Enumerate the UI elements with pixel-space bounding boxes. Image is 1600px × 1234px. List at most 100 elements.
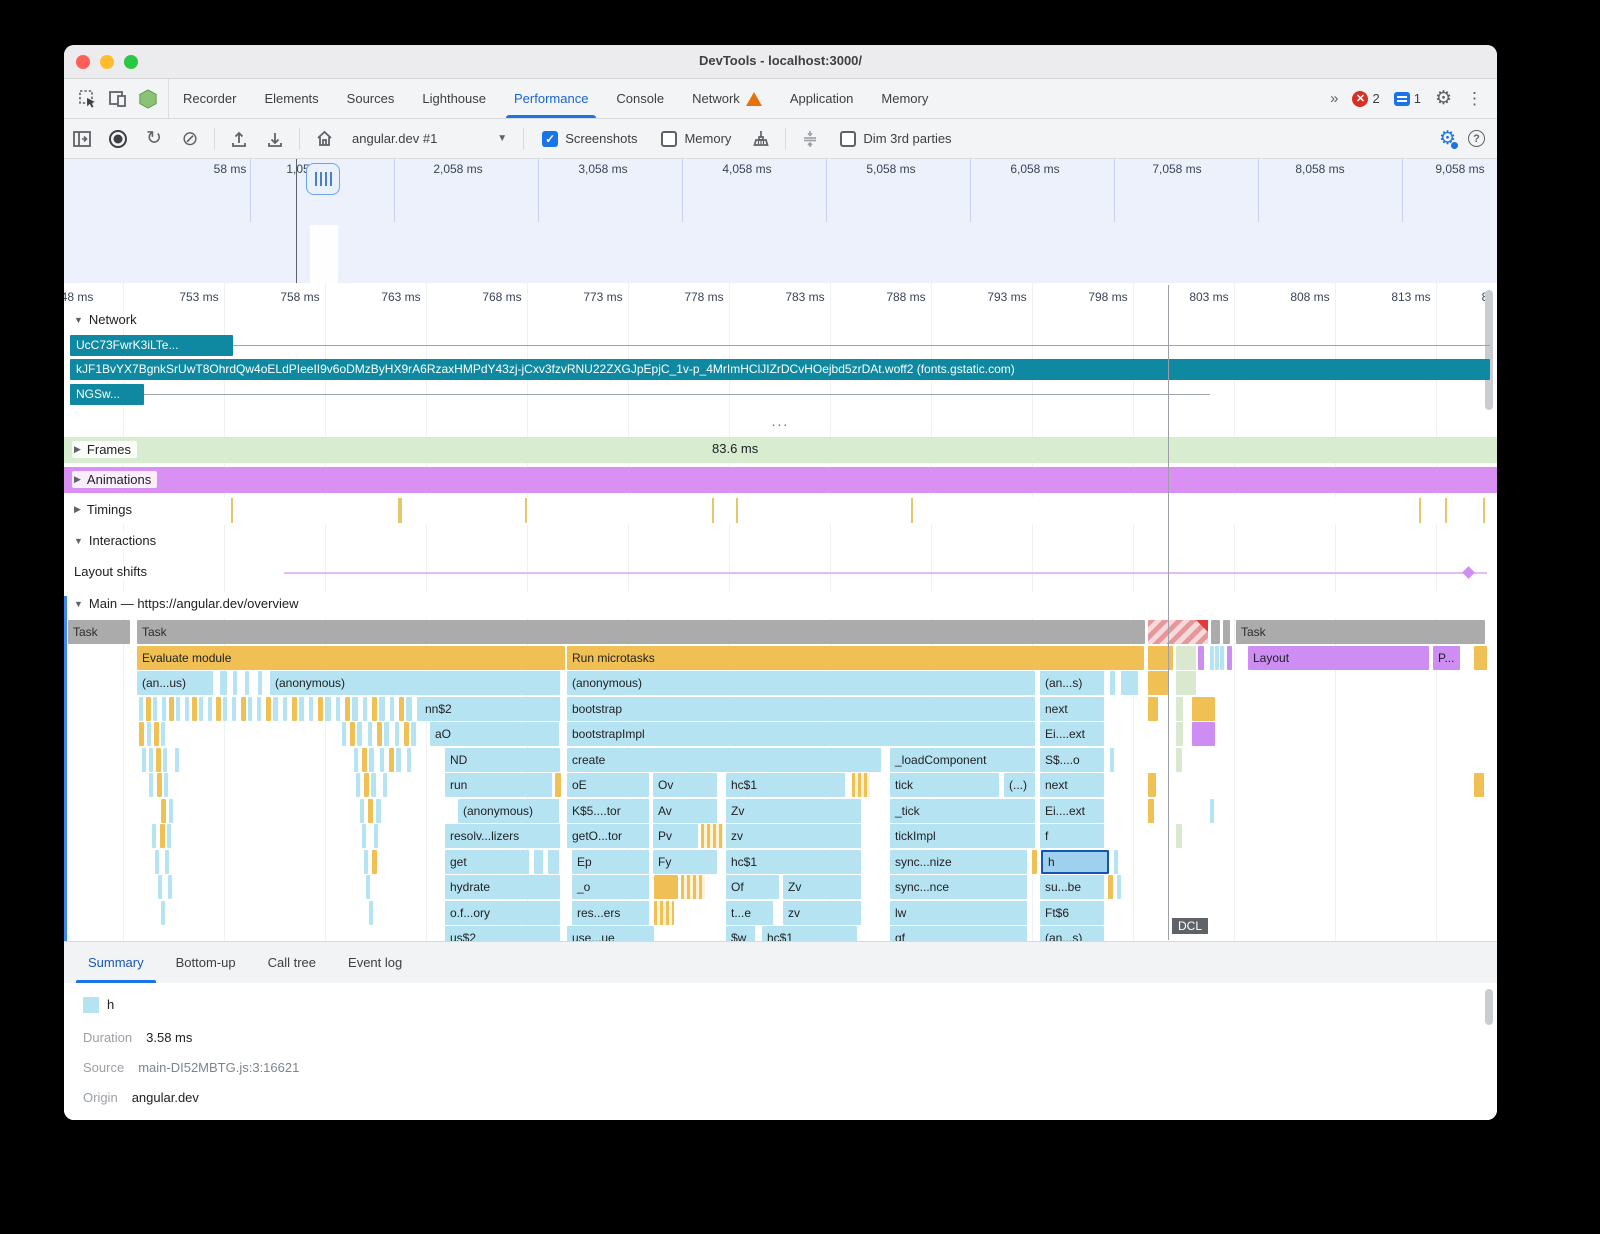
flame-sliver[interactable] — [372, 849, 377, 874]
flame-bar[interactable]: getO...tor — [567, 824, 650, 848]
flame-sliver[interactable] — [371, 773, 377, 797]
flame-sliver[interactable] — [342, 722, 347, 746]
network-request-bar[interactable]: NGSw... — [70, 384, 144, 405]
timing-mark[interactable] — [398, 498, 400, 523]
flame-sliver[interactable] — [168, 875, 173, 899]
close-button[interactable] — [76, 55, 90, 69]
flame-sliver[interactable] — [1110, 671, 1116, 695]
flame-sliver[interactable] — [199, 696, 204, 721]
flame-sliver[interactable] — [154, 722, 159, 746]
flame-sliver[interactable] — [161, 798, 166, 823]
flame-sliver[interactable] — [352, 696, 359, 721]
node-icon[interactable] — [138, 88, 158, 109]
flame-sliver[interactable] — [1121, 671, 1139, 695]
flame-sliver[interactable] — [257, 696, 262, 721]
upload-profile-icon[interactable] — [229, 129, 249, 149]
flame-sliver[interactable] — [1148, 671, 1168, 695]
flame-bar[interactable]: next — [1040, 773, 1105, 797]
reload-record-icon[interactable]: ↻ — [146, 128, 162, 149]
flame-bar[interactable]: Run microtasks — [567, 645, 1144, 670]
tab-memory[interactable]: Memory — [867, 79, 942, 118]
timing-mark[interactable] — [525, 498, 527, 523]
flame-bar[interactable]: Ov — [653, 773, 718, 797]
flame-sliver[interactable] — [1223, 620, 1230, 644]
collapse-sanity-icon[interactable] — [800, 129, 820, 149]
flame-sliver[interactable] — [1176, 722, 1183, 746]
flame-sliver[interactable] — [1176, 671, 1196, 695]
flame-sliver[interactable] — [1210, 645, 1215, 670]
flame-bar[interactable]: next — [1040, 696, 1105, 721]
flame-bar[interactable]: sync...nize — [890, 849, 1028, 874]
flame-sliver[interactable] — [216, 696, 221, 721]
network-request-bar[interactable]: kJF1BvYX7BgnkSrUwT8OhrdQw4oELdPIeeII9v6o… — [70, 359, 1490, 380]
download-profile-icon[interactable] — [265, 129, 285, 149]
flame-bar[interactable]: zv — [726, 824, 862, 848]
flame-bar[interactable]: Ei....ext — [1040, 798, 1105, 823]
flame-sliver[interactable] — [318, 696, 323, 721]
flame-sliver[interactable] — [266, 696, 271, 721]
timing-mark[interactable] — [231, 498, 233, 523]
flame-sliver[interactable] — [162, 696, 167, 721]
flame-bar[interactable]: o.f...ory — [445, 900, 561, 925]
details-tab-call-tree[interactable]: Call tree — [267, 955, 317, 970]
flame-bar[interactable]: Ei....ext — [1040, 722, 1105, 746]
capture-settings-gear-icon[interactable]: ⚙ — [1438, 128, 1460, 150]
flame-bar[interactable]: Task — [68, 620, 130, 644]
tracks-scrollbar[interactable] — [1485, 290, 1493, 410]
flame-bar[interactable]: (anonymous) — [270, 671, 561, 695]
flame-sliver[interactable] — [356, 773, 361, 797]
flame-bar[interactable]: create — [567, 747, 882, 772]
flame-bar[interactable]: sync...nce — [890, 875, 1028, 899]
flame-bar[interactable]: (an...us) — [137, 671, 214, 695]
flame-sliver[interactable] — [161, 722, 166, 746]
flame-sliver[interactable] — [153, 696, 158, 721]
flame-sliver[interactable] — [149, 747, 154, 772]
flame-bar[interactable]: Ft$6 — [1040, 900, 1105, 925]
flame-sliver[interactable] — [1220, 645, 1225, 670]
flame-sliver[interactable] — [1198, 645, 1204, 670]
more-tabs-icon[interactable]: » — [1330, 90, 1339, 107]
flame-sliver[interactable] — [354, 747, 359, 772]
flame-bar[interactable]: Av — [653, 798, 718, 823]
frames-track-header[interactable]: ▶ Frames — [72, 441, 137, 458]
flame-bar[interactable]: nn$2 — [420, 696, 561, 721]
flame-sliver[interactable] — [1114, 849, 1119, 874]
flame-sliver[interactable] — [1176, 747, 1182, 772]
timings-track[interactable] — [64, 497, 1497, 524]
flame-sliver[interactable] — [363, 696, 368, 721]
flame-bar[interactable]: t...e — [726, 900, 774, 925]
details-tab-bottom-up[interactable]: Bottom-up — [175, 955, 236, 970]
flame-sliver[interactable] — [384, 722, 390, 746]
maximize-button[interactable] — [124, 55, 138, 69]
flame-sliver[interactable] — [160, 824, 165, 848]
flame-sliver[interactable] — [1192, 722, 1215, 746]
flame-sliver[interactable] — [1474, 773, 1484, 797]
tab-performance[interactable]: Performance — [500, 79, 602, 118]
flame-sliver[interactable] — [1227, 645, 1232, 670]
flame-sliver[interactable] — [396, 747, 402, 772]
zoom-drag-handle[interactable] — [306, 163, 340, 195]
interactions-track-header[interactable]: ▼ Interactions — [72, 532, 163, 549]
record-icon[interactable] — [108, 129, 128, 149]
flame-bar[interactable]: aO — [430, 722, 560, 746]
flame-sliver[interactable] — [369, 900, 374, 925]
main-flame-chart[interactable]: Task Task Task Evaluate module Run microtask… — [64, 620, 1497, 941]
flame-sliver[interactable] — [1032, 849, 1037, 874]
flame-sliver[interactable] — [399, 696, 404, 721]
flame-sliver[interactable] — [366, 875, 371, 899]
flame-sliver[interactable] — [164, 773, 169, 797]
flame-sliver[interactable] — [364, 849, 369, 874]
flame-bar[interactable]: get — [445, 849, 530, 874]
flame-sliver[interactable] — [555, 773, 561, 797]
flame-sliver[interactable] — [146, 696, 151, 721]
flame-bar[interactable]: Layout — [1248, 645, 1429, 670]
flame-sliver[interactable] — [142, 747, 147, 772]
flame-bar[interactable]: use...ue — [567, 926, 655, 941]
flame-bar[interactable]: ND — [445, 747, 561, 772]
flame-sliver[interactable] — [245, 671, 250, 695]
flame-sliver[interactable] — [654, 900, 674, 925]
flame-sliver[interactable] — [364, 773, 369, 797]
details-tab-summary[interactable]: Summary — [72, 942, 160, 983]
flame-sliver[interactable] — [1148, 696, 1158, 721]
flame-sliver[interactable] — [220, 671, 228, 695]
